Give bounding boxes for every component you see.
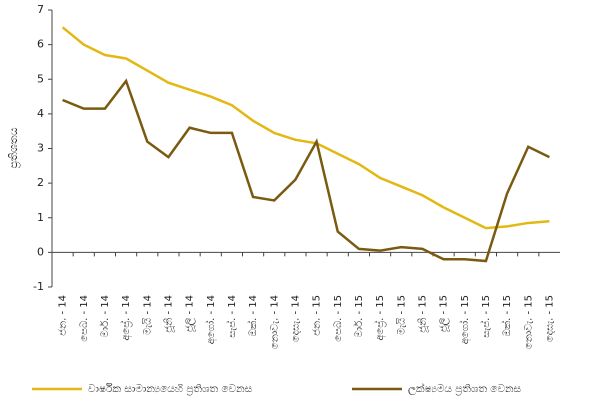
y-tick-label: 7: [37, 3, 44, 16]
series-line: [61, 26, 550, 230]
y-tick-label: 4: [37, 107, 44, 120]
y-axis-label: ප්‍රතිශතය: [7, 127, 20, 168]
series-line: [62, 78, 550, 263]
x-tick-label: ජන. - 15: [312, 295, 323, 336]
legend-label: වාර්ෂික සාමාන්‍යයෙහි ප්‍රතිශත වෙනස: [88, 382, 253, 395]
x-tick-label: අගෝ. - 14: [204, 295, 217, 344]
x-tick-label: අප්‍රේ. - 14: [119, 295, 132, 341]
x-tick-label: නොවැ. - 15: [523, 295, 534, 349]
y-tick-label: 1: [37, 211, 44, 224]
x-tick-label: මැයි - 15: [396, 295, 407, 335]
x-tick-label: ඔක්. - 14: [246, 295, 259, 336]
y-tick-label: 2: [37, 176, 44, 189]
x-tick-label: ඔක්. - 15: [500, 295, 513, 336]
x-tick-label: ජන. - 14: [58, 295, 69, 336]
x-tick-label: සැප්. - 14: [225, 295, 238, 338]
y-tick-label: 0: [37, 245, 44, 258]
y-tick-label: 6: [37, 38, 44, 51]
y-tick-label: 5: [37, 72, 44, 85]
x-tick-label: ජූනි - 14: [163, 295, 174, 333]
x-tick-label: මාර්. - 14: [99, 295, 111, 337]
x-tick-label: මැයි - 14: [142, 295, 153, 335]
x-tick-label: පෙබ. - 14: [79, 295, 90, 342]
x-tick-label: පෙබ. - 15: [333, 295, 344, 342]
x-tick-label: අප්‍රේ. - 15: [373, 295, 386, 341]
x-tick-label: නොවැ. - 14: [269, 295, 280, 349]
x-tick-label: ජූනි - 15: [417, 295, 428, 333]
x-tick-label: ජූලි - 14: [185, 295, 196, 332]
y-tick-label: -1: [33, 280, 44, 293]
x-tick-label: ජූලි - 15: [439, 295, 450, 332]
legend-label: ලක්ෂ්‍යමය ප්‍රතිශත වෙනස: [408, 381, 522, 396]
x-tick-label: අගෝ. - 15: [458, 295, 471, 344]
y-tick-label: 3: [37, 142, 44, 155]
x-tick-label: දෙසැ. - 15: [544, 295, 555, 342]
x-tick-label: සැප්. - 15: [479, 295, 492, 338]
x-tick-label: මාර්. - 15: [353, 295, 365, 337]
x-tick-label: දෙසැ. - 14: [290, 295, 301, 342]
